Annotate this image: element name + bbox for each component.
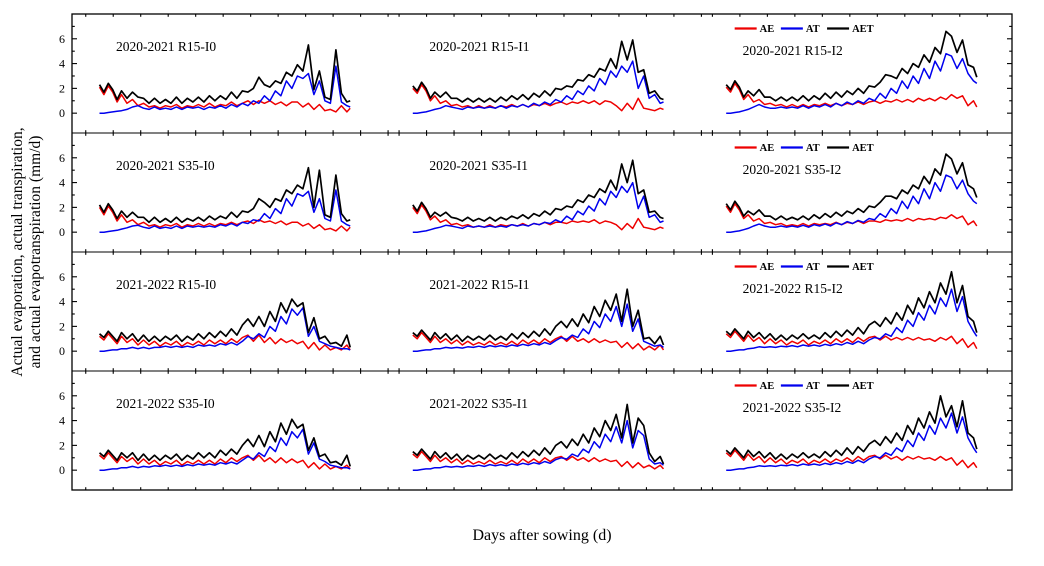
- series-at-line: [726, 412, 978, 471]
- y-tick-label: 0: [59, 463, 65, 477]
- y-tick-label: 4: [59, 295, 65, 309]
- y-tick-label: 0: [59, 344, 65, 358]
- series-aet-line: [98, 44, 351, 105]
- series-ae-line: [98, 205, 351, 232]
- series-aet-line: [725, 270, 978, 341]
- y-tick-label: 6: [59, 151, 65, 165]
- panel-2021-2022-S35-I0: 2021-2022 S35-I0: [98, 396, 352, 471]
- panel-label: 2021-2022 S35-I0: [116, 396, 215, 411]
- series-aet-line: [412, 39, 664, 103]
- series-aet-line: [98, 418, 352, 467]
- axis-tick-labels: 0 2 4 6 0 2 4 6 0 2 4 6 0 2 4 6: [59, 32, 65, 477]
- y-tick-label: 2: [59, 81, 65, 95]
- panel-2021-2022-S35-I1: 2021-2022 S35-I1: [412, 396, 665, 471]
- legend-label-at: AT: [806, 381, 820, 392]
- series-ae-line: [99, 333, 351, 351]
- series-at-line: [412, 303, 664, 352]
- panel-2021-2022-S35-I2: 2021-2022 S35-I2 AE AT AET: [725, 381, 978, 471]
- legend: AE AT AET: [734, 143, 874, 154]
- y-tick-label: 6: [59, 389, 65, 403]
- legend: AE AT AET: [734, 381, 874, 392]
- panel-2020-2021-S35-I1: 2020-2021 S35-I1: [412, 158, 664, 233]
- y-tick-label: 6: [59, 32, 65, 46]
- legend-label-at: AT: [806, 24, 820, 35]
- panel-label: 2021-2022 S35-I2: [743, 400, 842, 415]
- panel-label: 2021-2022 R15-I0: [116, 277, 216, 292]
- panel-label: 2021-2022 S35-I1: [429, 396, 528, 411]
- series-at-line: [99, 428, 351, 471]
- legend-label-aet: AET: [852, 262, 874, 273]
- series-at-line: [99, 65, 351, 114]
- panel-2020-2021-R15-I2: 2020-2021 R15-I2 AE AT AET: [725, 24, 978, 114]
- y-tick-label: 2: [59, 438, 65, 452]
- panels-root: 0 2 4 6 0 2 4 6 0 2 4 6 0 2 4 6 2020-2021 R15-I0 2020-202…: [59, 13, 1013, 491]
- y-tick-label: 4: [59, 176, 65, 190]
- series-ae-line: [412, 331, 665, 351]
- panel-2020-2021-S35-I0: 2020-2021 S35-I0: [98, 158, 351, 233]
- series-aet-line: [98, 166, 351, 224]
- series-at-line: [726, 288, 978, 352]
- legend-label-ae: AE: [760, 143, 775, 154]
- series-ae-line: [98, 85, 351, 113]
- y-axis-label-line2: and actual evapotranspiration (mm/d): [27, 135, 44, 369]
- legend-label-at: AT: [806, 143, 820, 154]
- panel-2021-2022-R15-I1: 2021-2022 R15-I1: [412, 277, 665, 352]
- series-aet-line: [98, 298, 352, 348]
- panel-2020-2021-R15-I1: 2020-2021 R15-I1: [412, 39, 664, 114]
- legend-label-aet: AET: [852, 143, 874, 154]
- y-tick-label: 0: [59, 106, 65, 120]
- y-tick-label: 4: [59, 57, 65, 71]
- series-aet-line: [725, 394, 978, 460]
- y-axis-label-line1: Actual evaporation, actual transpiration…: [9, 127, 26, 377]
- series-at-line: [726, 52, 978, 114]
- panel-label: 2020-2021 S35-I1: [429, 158, 528, 173]
- panel-label: 2020-2021 S35-I2: [743, 162, 842, 177]
- series-ae-line: [412, 450, 665, 470]
- y-tick-label: 4: [59, 414, 65, 428]
- panel-2020-2021-S35-I2: 2020-2021 S35-I2 AE AT AET: [725, 143, 978, 233]
- series-at-line: [412, 181, 664, 233]
- legend: AE AT AET: [734, 24, 874, 35]
- panel-label: 2020-2021 R15-I0: [116, 39, 216, 54]
- axis-ticks: [72, 14, 1012, 490]
- y-tick-label: 2: [59, 200, 65, 214]
- panel-label: 2020-2021 S35-I0: [116, 158, 215, 173]
- series-ae-line: [725, 449, 978, 469]
- x-axis-label: Days after sowing (d): [472, 527, 612, 544]
- legend-label-ae: AE: [760, 262, 775, 273]
- legend-label-aet: AET: [852, 381, 874, 392]
- y-tick-label: 2: [59, 319, 65, 333]
- legend-label-ae: AE: [760, 381, 775, 392]
- y-axis-label: Actual evaporation, actual transpiration…: [9, 127, 45, 376]
- series-aet-line: [725, 153, 978, 221]
- series-at-line: [412, 60, 664, 114]
- legend-label-at: AT: [806, 262, 820, 273]
- series-aet-line: [412, 159, 664, 222]
- panel-2021-2022-R15-I2: 2021-2022 R15-I2 AE AT AET: [725, 262, 978, 352]
- legend: AE AT AET: [734, 262, 874, 273]
- series-at-line: [412, 419, 664, 471]
- y-tick-label: 6: [59, 270, 65, 284]
- series-ae-line: [725, 330, 978, 350]
- panel-2021-2022-R15-I0: 2021-2022 R15-I0: [98, 277, 352, 352]
- series-at-line: [99, 307, 351, 352]
- series-ae-line: [99, 452, 351, 470]
- legend-label-aet: AET: [852, 24, 874, 35]
- y-tick-label: 0: [59, 225, 65, 239]
- panel-2020-2021-R15-I0: 2020-2021 R15-I0: [98, 39, 351, 114]
- series-aet-line: [725, 30, 978, 102]
- panel-label: 2021-2022 R15-I2: [743, 281, 843, 296]
- legend-label-ae: AE: [760, 24, 775, 35]
- series-at-line: [99, 189, 351, 233]
- series-aet-line: [412, 403, 665, 465]
- panel-label: 2021-2022 R15-I1: [429, 277, 529, 292]
- series-at-line: [726, 174, 978, 233]
- panel-label: 2020-2021 R15-I1: [429, 39, 529, 54]
- panel-label: 2020-2021 R15-I2: [743, 43, 843, 58]
- series-aet-line: [412, 288, 665, 346]
